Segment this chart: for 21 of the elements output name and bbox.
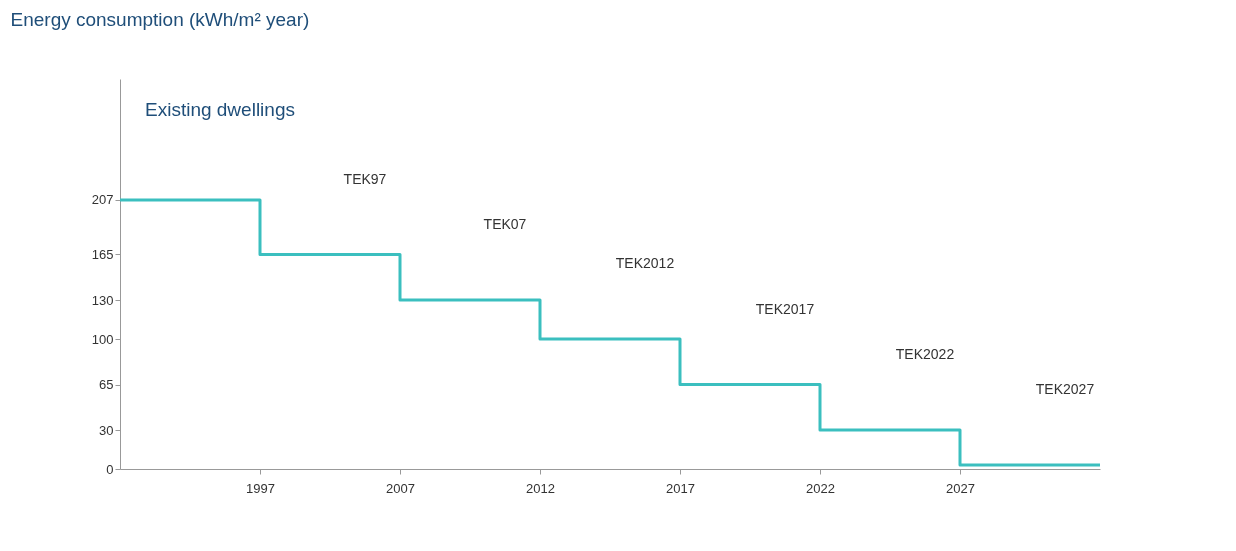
annotation: TEK2017 [755,300,815,317]
annotation: TEK2022 [895,346,955,362]
annotation: TEK07 [483,216,527,232]
y-tick-label: 165 [91,247,114,262]
x-tick-label: 2027 [946,480,975,496]
x-tick-label: 1997 [246,480,275,496]
annotation: TEK2027 [1035,381,1095,398]
y-tick-label: 207 [91,192,114,208]
annotation: TEK97 [343,170,387,187]
y-tick-label: 130 [91,292,114,308]
x-tick-label: 2017 [666,480,695,496]
y-tick-label: 30 [99,422,114,438]
x-tick-label: 2012 [526,480,555,496]
annotation: Existing dwellings [145,98,295,120]
y-tick-label: 0 [106,461,114,477]
annotation: TEK2012 [615,255,675,271]
x-tick-label: 2007 [386,480,415,496]
y-axis-title: Energy consumption (kWh/m² year) [10,8,310,30]
x-tick-label: 2022 [806,480,835,496]
y-tick-label: 65 [99,377,114,392]
y-tick-label: 100 [91,331,114,347]
